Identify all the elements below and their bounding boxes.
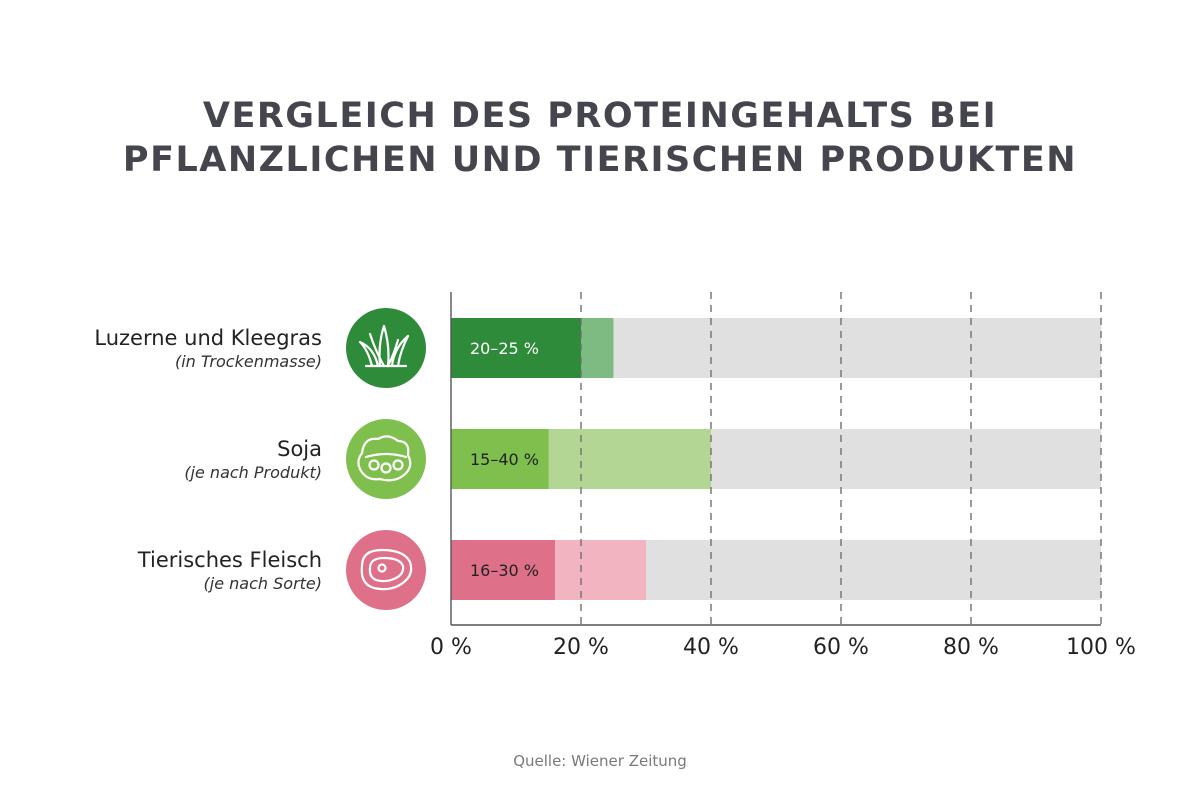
category-label: Soja [277, 437, 322, 461]
x-tick-label: 100 % [1066, 635, 1136, 660]
bar-range-min [451, 429, 549, 489]
soybean-icon [346, 419, 426, 499]
category-label: Tierisches Fleisch [137, 548, 322, 572]
x-tick-label: 0 % [430, 635, 472, 660]
category-sublabel: (in Trockenmasse) [175, 352, 322, 371]
grass-icon [346, 308, 426, 388]
x-tick-label: 80 % [943, 635, 999, 660]
bar-range-min [451, 318, 581, 378]
chart-title-line-2: PFLANZLICHEN UND TIERISCHEN PRODUKTEN [122, 140, 1078, 180]
category-label: Luzerne und Kleegras [94, 326, 322, 350]
x-tick-label: 60 % [813, 635, 869, 660]
chart-title-line-1: VERGLEICH DES PROTEINGEHALTS BEI [202, 96, 998, 136]
bar-range-min [451, 540, 555, 600]
bar-value-label: 15–40 % [470, 450, 539, 469]
category-sublabel: (je nach Sorte) [204, 574, 322, 593]
bar-value-label: 16–30 % [470, 561, 539, 580]
meat-icon [346, 530, 426, 610]
source-note: Quelle: Wiener Zeitung [513, 752, 687, 770]
chart-title: VERGLEICH DES PROTEINGEHALTS BEI PFLANZL… [0, 94, 1200, 182]
x-tick-label: 20 % [553, 635, 609, 660]
bar-value-label: 20–25 % [470, 339, 539, 358]
x-tick-label: 40 % [683, 635, 739, 660]
category-sublabel: (je nach Produkt) [184, 463, 322, 482]
